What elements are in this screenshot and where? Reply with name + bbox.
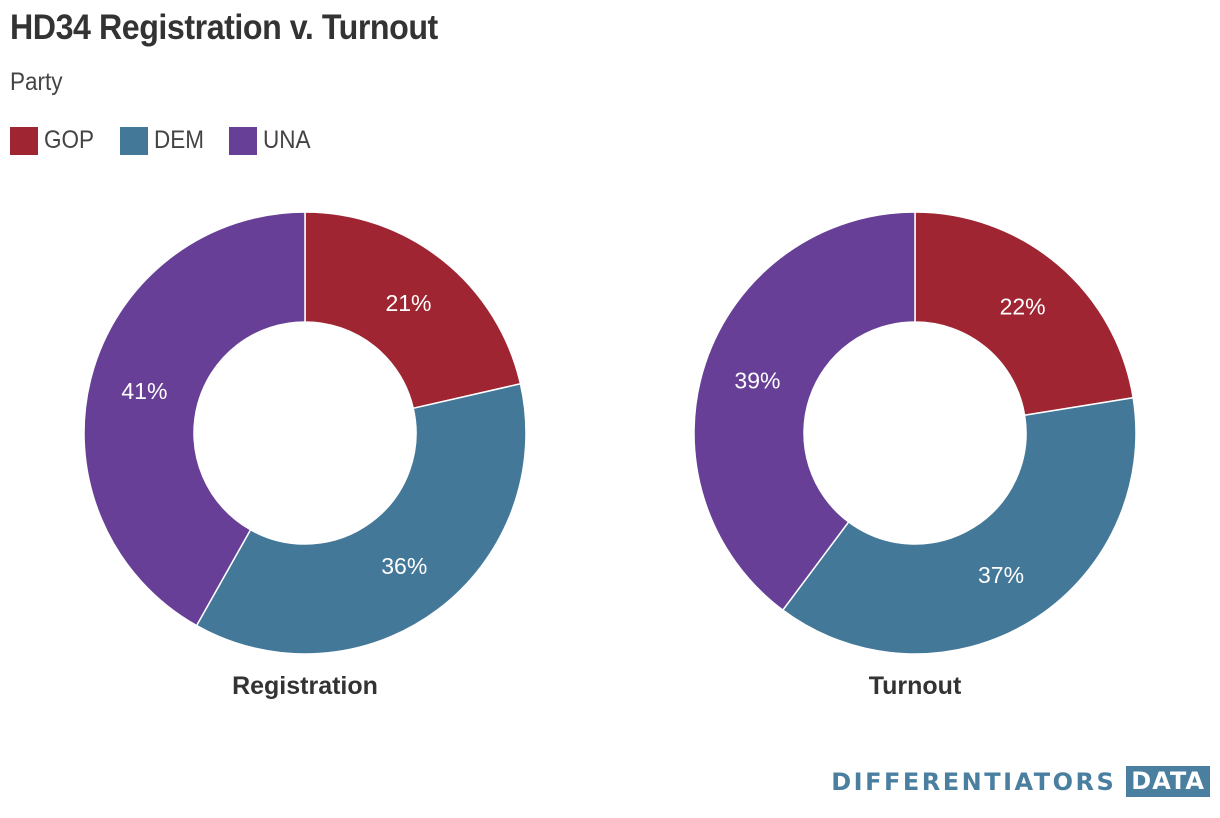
turnout-label-gop: 22%: [1000, 294, 1046, 320]
turnout-slice-dem[interactable]: [781, 396, 1137, 655]
legend-swatch-gop: [10, 126, 38, 155]
brand-name: DIFFERENTIATORS: [831, 767, 1117, 796]
registration-chart-title: Registration: [232, 672, 378, 700]
turnout-slice-una[interactable]: [693, 211, 916, 612]
brand-badge: DATA: [1126, 766, 1210, 797]
legend-swatch-una: [229, 126, 258, 155]
registration-slice-dem[interactable]: [195, 382, 527, 655]
registration-donut: 21% 36% 41% Registration: [83, 211, 527, 700]
brand-logo: DIFFERENTIATORS DATA: [831, 766, 1210, 797]
legend-swatch-dem: [119, 126, 148, 155]
registration-slice-una[interactable]: [83, 211, 306, 627]
registration-label-una: 41%: [121, 378, 167, 404]
chart-subtitle: Party: [10, 68, 63, 96]
registration-slice-gop[interactable]: [304, 211, 522, 410]
turnout-donut: 22% 37% 39% Turnout: [693, 211, 1137, 700]
turnout-slice-gop[interactable]: [914, 211, 1135, 417]
registration-label-dem: 36%: [381, 553, 427, 579]
chart-title: HD34 Registration v. Turnout: [10, 8, 438, 47]
legend-label-gop: GOP: [44, 126, 95, 154]
legend-label-dem: DEM: [153, 126, 204, 154]
legend: GOP DEM UNA: [10, 126, 336, 155]
registration-label-gop: 21%: [385, 290, 431, 316]
turnout-label-una: 39%: [734, 368, 780, 394]
legend-item-una[interactable]: UNA: [229, 126, 316, 155]
legend-item-dem[interactable]: DEM: [119, 126, 210, 155]
turnout-label-dem: 37%: [978, 562, 1024, 588]
turnout-chart-title: Turnout: [869, 672, 962, 700]
legend-label-una: UNA: [263, 126, 311, 154]
legend-item-gop[interactable]: GOP: [10, 126, 100, 155]
